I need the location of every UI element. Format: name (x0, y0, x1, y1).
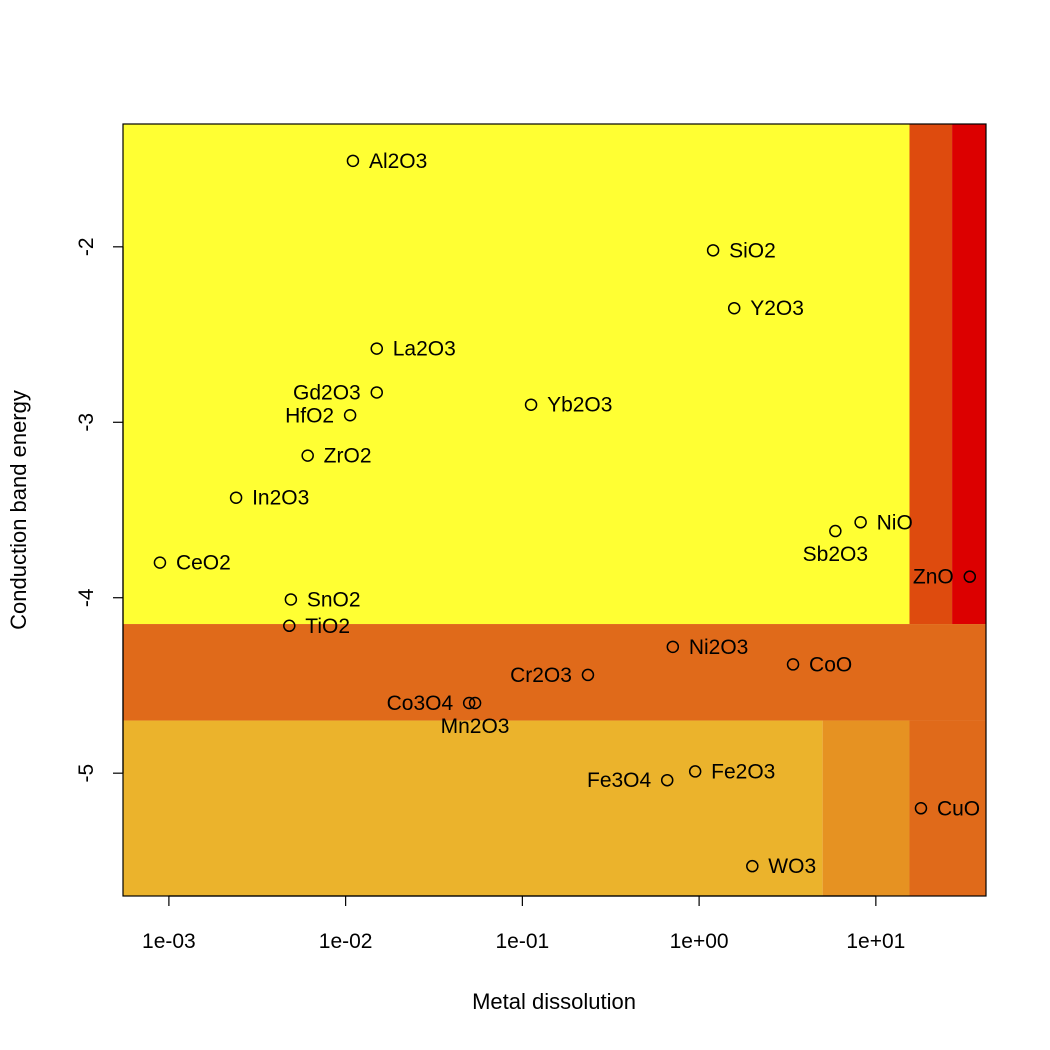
region-5 (822, 720, 910, 896)
point-marker (229, 491, 243, 504)
region-3 (123, 624, 986, 721)
point-label: Fe3O4 (587, 769, 652, 792)
point-marker (370, 386, 384, 399)
point-marker (854, 516, 867, 529)
point-marker (370, 342, 384, 355)
point-label: HfO2 (285, 404, 334, 427)
point-label: Mn2O3 (441, 715, 510, 738)
point-marker (829, 524, 842, 538)
point-marker (706, 244, 720, 257)
point-marker (301, 449, 314, 462)
point-marker (727, 301, 741, 315)
x-tick-label: 1e-02 (319, 930, 373, 953)
x-tick-label: 1e-01 (496, 930, 550, 953)
point-cuo: CuO (914, 797, 980, 820)
region-1 (909, 124, 953, 625)
point-sb2o3: Sb2O3 (803, 524, 868, 566)
point-fe3o4: Fe3O4 (587, 769, 674, 792)
point-marker (786, 658, 800, 671)
point-label: Sb2O3 (803, 543, 868, 566)
point-label: CoO (809, 653, 852, 676)
point-label: Al2O3 (369, 150, 427, 173)
point-mn2o3: Mn2O3 (441, 696, 510, 738)
point-marker (343, 409, 357, 422)
point-ceo2: CeO2 (153, 552, 231, 575)
point-label: Y2O3 (750, 297, 804, 320)
point-label: Yb2O3 (547, 394, 612, 417)
point-marker (688, 765, 702, 778)
point-marker (746, 859, 759, 873)
point-label: NiO (877, 511, 913, 534)
point-gd2o3: Gd2O3 (293, 381, 384, 404)
y-tick-label: -3 (75, 413, 98, 432)
point-marker (914, 802, 928, 815)
y-axis: -2 -3 -4 -5 (75, 237, 124, 783)
point-coo: CoO (786, 653, 852, 676)
point-label: CeO2 (176, 552, 231, 575)
point-label: ZnO (913, 566, 954, 589)
point-label: SnO2 (307, 588, 361, 611)
point-y2o3: Y2O3 (727, 297, 804, 320)
x-tick-label: 1e+00 (670, 930, 729, 953)
point-marker (524, 398, 538, 411)
point-label: Gd2O3 (293, 381, 361, 404)
point-fe2o3: Fe2O3 (688, 760, 775, 783)
point-marker (963, 570, 977, 583)
point-label: Fe2O3 (711, 760, 775, 783)
point-label: TiO2 (305, 615, 350, 638)
point-marker (462, 696, 476, 710)
point-in2o3: In2O3 (229, 487, 309, 510)
point-nio: NiO (854, 511, 913, 534)
point-label: Cr2O3 (510, 664, 572, 687)
region-2 (952, 124, 986, 625)
point-label: La2O3 (393, 338, 456, 361)
point-label: Ni2O3 (689, 636, 749, 659)
point-label: SiO2 (729, 239, 776, 262)
point-zro2: ZrO2 (301, 445, 372, 468)
point-marker (581, 668, 595, 682)
y-tick-label: -4 (75, 588, 98, 607)
y-tick-label: -2 (75, 237, 98, 256)
y-tick-label: -5 (75, 764, 98, 783)
x-axis-title: Metal dissolution (472, 989, 636, 1014)
x-tick-label: 1e+01 (846, 930, 905, 953)
point-ni2o3: Ni2O3 (666, 636, 749, 659)
x-axis: 1e-03 1e-02 1e-01 1e+00 1e+01 (142, 895, 905, 953)
point-sno2: SnO2 (284, 588, 361, 611)
point-zno: ZnO (913, 566, 977, 589)
region-0 (123, 124, 910, 625)
point-al2o3: Al2O3 (346, 150, 427, 173)
region-6 (909, 720, 986, 896)
point-cr2o3: Cr2O3 (510, 664, 595, 687)
background-regions (123, 124, 986, 896)
y-axis-title: Conduction band energy (6, 390, 31, 630)
point-co3o4: Co3O4 (387, 692, 476, 715)
point-marker (284, 593, 298, 606)
point-label: WO3 (768, 855, 816, 878)
point-marker (346, 154, 360, 168)
region-4 (123, 720, 823, 896)
point-la2o3: La2O3 (370, 338, 456, 361)
point-label: CuO (937, 797, 980, 820)
point-marker (660, 773, 674, 787)
point-marker (468, 696, 482, 710)
point-wo3: WO3 (746, 855, 816, 878)
point-tio2: TiO2 (283, 615, 350, 638)
point-label: In2O3 (252, 487, 309, 510)
point-yb2o3: Yb2O3 (524, 394, 612, 417)
point-hfo2: HfO2 (285, 404, 357, 427)
x-tick-label: 1e-03 (142, 930, 196, 953)
point-label: Co3O4 (387, 692, 454, 715)
point-label: ZrO2 (324, 445, 372, 468)
point-marker (283, 619, 296, 633)
point-marker (153, 556, 167, 569)
point-sio2: SiO2 (706, 239, 776, 262)
point-marker (666, 640, 680, 654)
